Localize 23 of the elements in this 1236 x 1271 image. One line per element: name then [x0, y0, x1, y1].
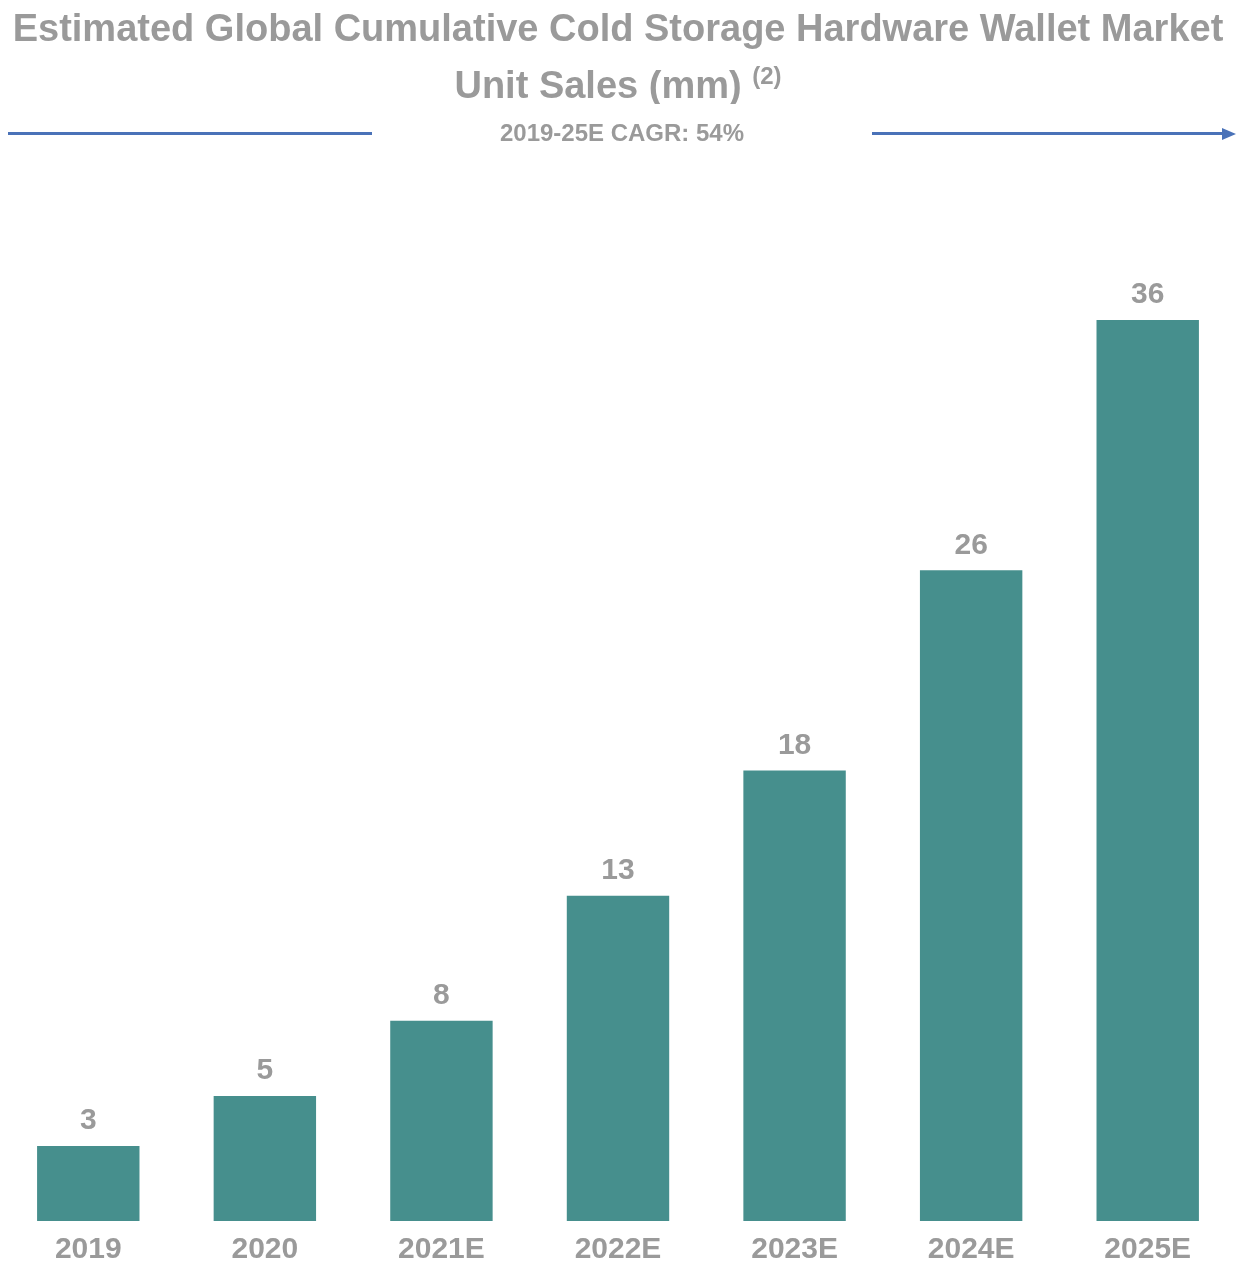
chart-title: Estimated Global Cumulative Cold Storage Hardware Wallet Market Unit Sales (mm) $^{(2)}$	[11, 6, 1225, 106]
data-label: 18	[777, 726, 812, 760]
x-tick-label: 2019	[54, 1231, 122, 1265]
bar	[1096, 320, 1199, 1221]
x-tick-label: 2022E	[574, 1231, 662, 1265]
x-tick-label: 2020	[231, 1231, 299, 1265]
bar	[390, 1020, 493, 1221]
x-tick-label: 2024E	[927, 1231, 1015, 1265]
text: 2019-25E CAGR: 54%	[372, 104, 872, 162]
bar	[743, 770, 846, 1221]
data-label: 5	[256, 1052, 274, 1086]
bar	[37, 1145, 140, 1221]
x-tick-label: 2023E	[751, 1231, 838, 1265]
x-tick-label: 2025E	[1104, 1231, 1192, 1265]
bar	[213, 1095, 317, 1221]
bar	[919, 570, 1023, 1221]
bar	[566, 895, 670, 1221]
x-tick-label: 2021E	[398, 1231, 485, 1265]
data-label: 8	[433, 977, 450, 1011]
data-label: 3	[79, 1102, 97, 1136]
data-label: 26	[954, 526, 988, 560]
data-label: 13	[601, 851, 635, 885]
data-label: 36	[1131, 276, 1165, 310]
